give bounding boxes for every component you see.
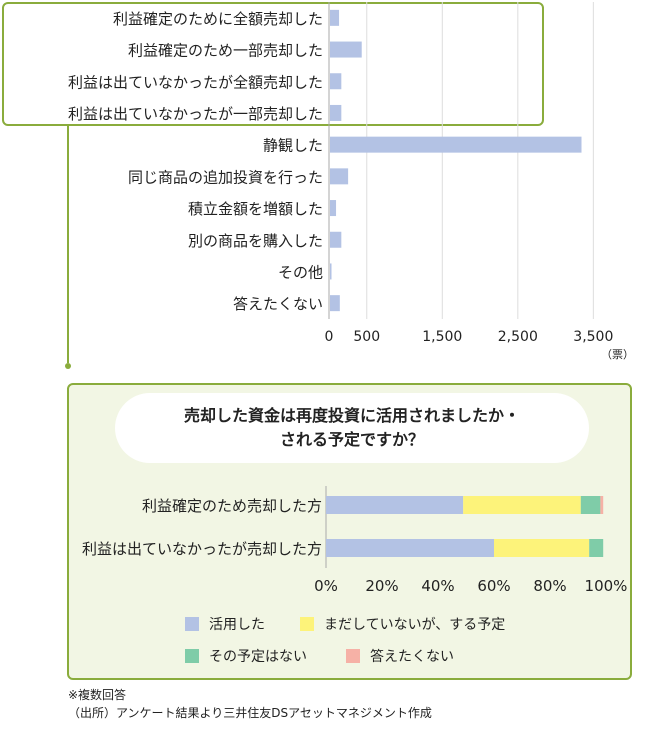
bar: [330, 41, 362, 58]
category-label: 積立金額を増額した: [188, 200, 323, 218]
bar: [330, 200, 337, 217]
note-source: （出所）アンケート結果より三井住友DSアセットマネジメント作成: [68, 706, 432, 720]
chart-vote-counts: 利益確定のために全額売却した利益確定のため一部売却した利益は出ていなかったが全額…: [65, 2, 634, 369]
bar: [330, 104, 342, 121]
bar: [330, 73, 342, 90]
x-tick-label: 500: [353, 329, 380, 345]
bar: [330, 231, 342, 248]
category-label: 別の商品を購入した: [188, 232, 323, 250]
unit-label: （票）: [601, 348, 634, 361]
highlight-frame: [2, 2, 544, 126]
x-tick-label: 2,500: [498, 329, 538, 345]
x-tick-label: 1,500: [422, 329, 462, 345]
bar: [330, 295, 340, 312]
panel-title-line-1: 売却した資金は再度投資に活用されましたか・: [183, 406, 520, 425]
bar: [330, 136, 582, 153]
category-label: 静観した: [263, 137, 323, 155]
panel-title-line-2: される予定ですか？: [279, 430, 424, 449]
category-label: その他: [278, 263, 323, 281]
category-label: 利益は出ていなかったが一部売却した: [68, 105, 323, 123]
bar: [330, 263, 332, 280]
category-label: 同じ商品の追加投資を行った: [128, 168, 323, 186]
note-multiple-answers: ※複数回答: [68, 688, 127, 702]
connector-dot: [65, 363, 71, 369]
x-tick-label: 3,500: [573, 329, 613, 345]
category-label: 利益確定のために全額売却した: [113, 10, 323, 28]
category-label: 利益確定のため一部売却した: [128, 42, 323, 60]
bar: [330, 168, 349, 185]
bar: [330, 9, 340, 26]
x-tick-label: 0: [325, 329, 334, 345]
panel-title: 売却した資金は再度投資に活用されましたか・ される予定ですか？: [115, 393, 589, 463]
category-label: 答えたくない: [233, 295, 323, 313]
category-label: 利益は出ていなかったが全額売却した: [68, 73, 323, 91]
